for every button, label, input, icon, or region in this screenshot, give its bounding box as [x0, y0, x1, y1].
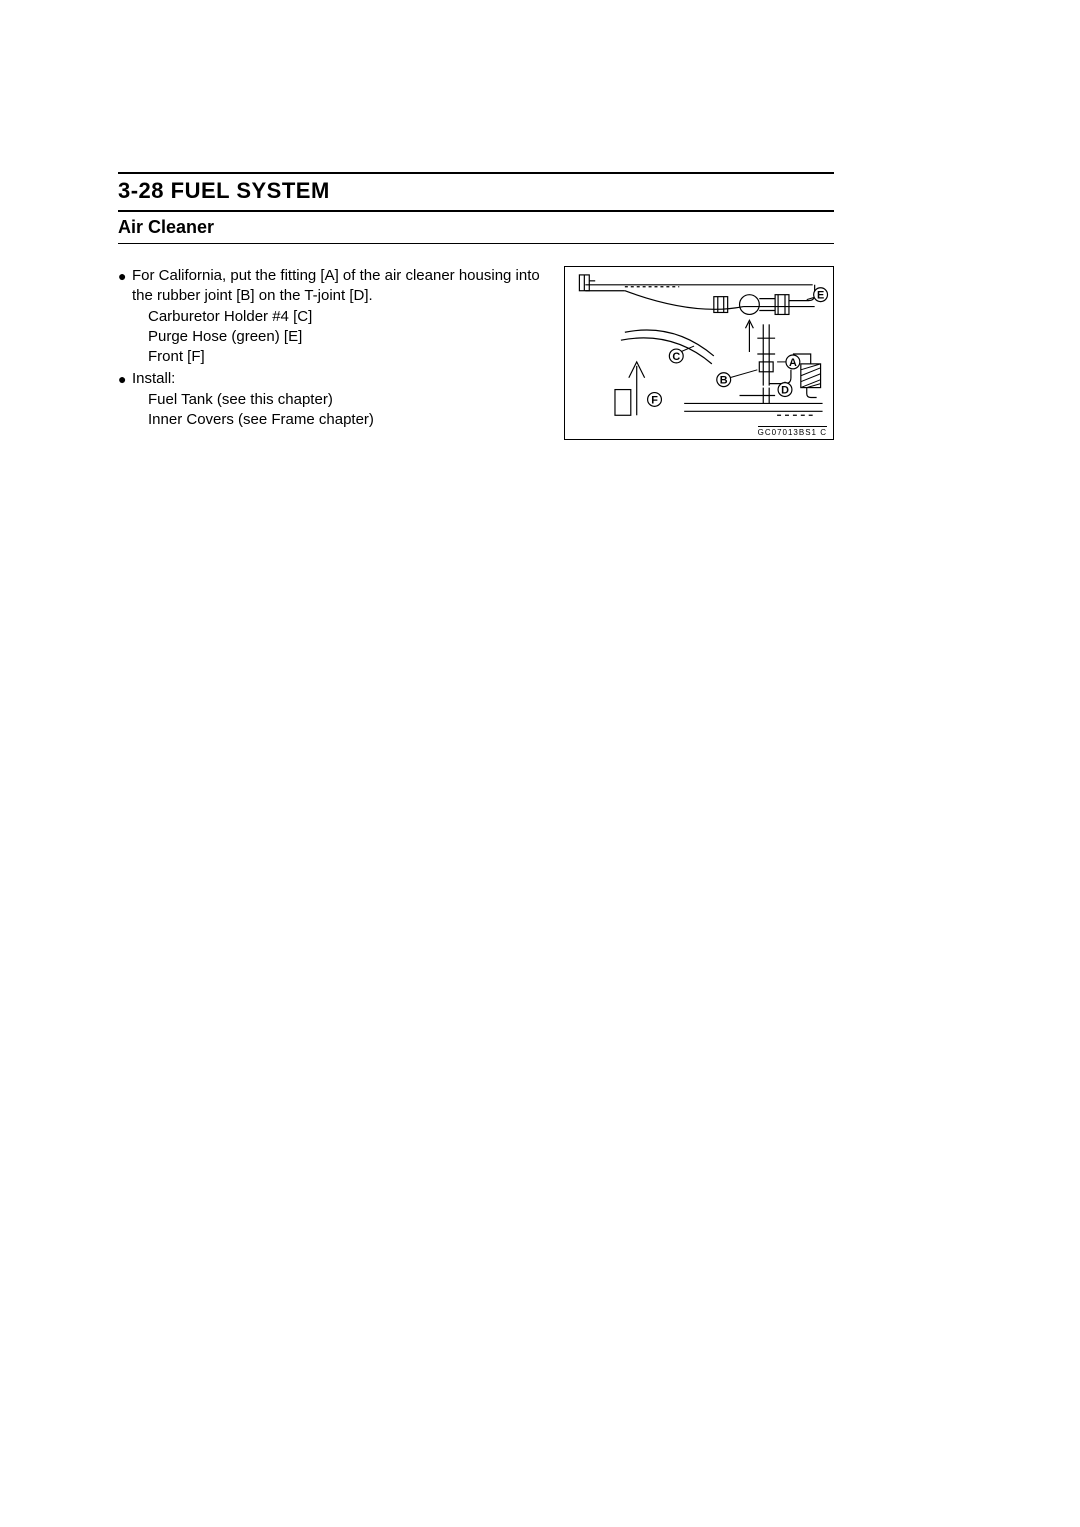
- bullet-sublist-2: Fuel Tank (see this chapter) Inner Cover…: [132, 390, 548, 431]
- diagram-svg: E A D B C: [565, 267, 833, 439]
- bullet-body-2: Install: Fuel Tank (see this chapter) In…: [132, 369, 548, 430]
- callout-A: A: [789, 357, 797, 369]
- bullet-sublist-1: Carburetor Holder #4 [C] Purge Hose (gre…: [132, 307, 548, 368]
- sub-line: Carburetor Holder #4 [C]: [148, 307, 548, 327]
- callout-F: F: [651, 394, 658, 406]
- rule-top: [118, 172, 834, 174]
- sub-header: Air Cleaner: [118, 214, 834, 241]
- diagram-code: GC07013BS1 C: [758, 426, 827, 437]
- bullet-item-2: ● Install: Fuel Tank (see this chapter) …: [118, 369, 548, 430]
- rule-sub: [118, 243, 834, 244]
- text-column: ● For California, put the fitting [A] of…: [118, 266, 548, 440]
- callout-E: E: [817, 290, 824, 302]
- sub-line: Fuel Tank (see this chapter): [148, 390, 548, 410]
- callout-D: D: [781, 385, 789, 397]
- callout-C: C: [672, 351, 680, 363]
- section-header: 3-28 FUEL SYSTEM: [118, 176, 834, 208]
- rule-mid: [118, 210, 834, 212]
- bullet-lead-1: For California, put the fitting [A] of t…: [132, 267, 540, 304]
- content-row: ● For California, put the fitting [A] of…: [118, 266, 834, 440]
- bullet-lead-2: Install:: [132, 370, 175, 387]
- bullet-dot-icon: ●: [118, 266, 132, 367]
- bullet-dot-icon: ●: [118, 369, 132, 430]
- sub-line: Inner Covers (see Frame chapter): [148, 410, 548, 430]
- sub-line: Front [F]: [148, 347, 548, 367]
- callout-B: B: [720, 375, 728, 387]
- sub-line: Purge Hose (green) [E]: [148, 327, 548, 347]
- bullet-body-1: For California, put the fitting [A] of t…: [132, 266, 548, 367]
- diagram-column: E A D B C: [564, 266, 834, 440]
- page-content: 3-28 FUEL SYSTEM Air Cleaner ● For Calif…: [118, 172, 834, 440]
- diagram-frame: E A D B C: [564, 266, 834, 440]
- section-title: FUEL SYSTEM: [171, 178, 330, 203]
- bullet-item-1: ● For California, put the fitting [A] of…: [118, 266, 548, 367]
- page-number: 3-28: [118, 178, 164, 203]
